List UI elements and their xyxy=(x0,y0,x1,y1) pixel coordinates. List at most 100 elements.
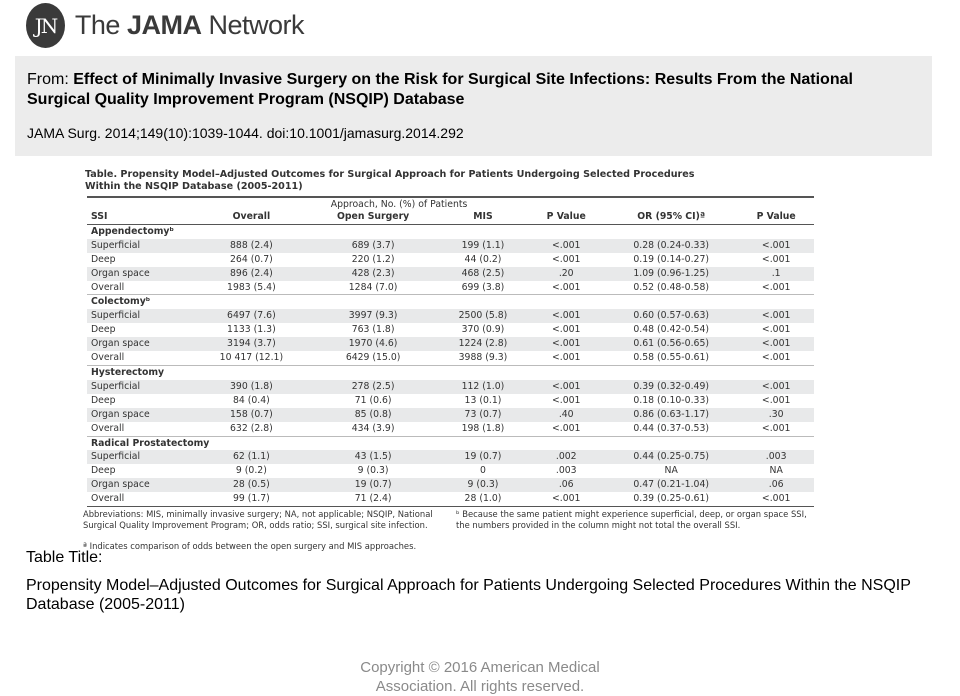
table-cell: 10 417 (12.1) xyxy=(219,352,284,364)
table-cell: Overall xyxy=(87,492,195,508)
article-title: From: Effect of Minimally Invasive Surge… xyxy=(27,70,927,110)
column-header: SSI xyxy=(87,210,195,225)
logo-prefix: The xyxy=(74,10,127,40)
table-cell: .003 xyxy=(555,465,577,477)
table-top-rule xyxy=(87,196,814,198)
table-cell: 199 (1.1) xyxy=(437,238,529,253)
table-cell: 44 (0.2) xyxy=(464,253,502,265)
table-cell: 0.39 (0.32-0.49) xyxy=(604,379,739,394)
table-cell: 0.60 (0.57-0.63) xyxy=(604,309,739,324)
table-cell: <.001 xyxy=(761,253,791,265)
table-cell: 85 (0.8) xyxy=(308,407,438,422)
table-cell: .06 xyxy=(528,478,605,493)
table-cell: 278 (2.5) xyxy=(308,379,438,394)
table-cell: 3194 (3.7) xyxy=(194,337,309,352)
table-cell: <.001 xyxy=(761,352,791,364)
table-cell: <.001 xyxy=(761,281,791,293)
table-cell: 888 (2.4) xyxy=(194,238,309,253)
table-cell: 1224 (2.8) xyxy=(437,337,529,352)
table-row: Overall 10 417 (12.1) 6429 (15.0) 3988 (9.3… xyxy=(87,351,814,365)
table-cell: 0.18 (0.10-0.33) xyxy=(633,394,709,406)
table-cell: Deep xyxy=(91,465,116,477)
table-cell: 3988 (9.3) xyxy=(458,352,508,364)
table-cell: 1284 (7.0) xyxy=(348,281,398,293)
table-cell: 0.61 (0.56-0.65) xyxy=(604,337,739,352)
group-row: Hysterectomy xyxy=(87,364,814,380)
table-cell: 390 (1.8) xyxy=(194,379,309,394)
table-cell: <.001 xyxy=(551,281,581,293)
column-header-row: SSI Overall Open Surgery MIS P Value OR (95% … xyxy=(87,210,814,225)
table-cell: 71 (0.6) xyxy=(354,394,392,406)
table-cell: <.001 xyxy=(761,324,791,336)
group-label: Radical Prostatectomy xyxy=(87,435,814,451)
jn-badge-icon: JN xyxy=(26,3,65,48)
footnote-a: ª Indicates comparison of odds between t… xyxy=(83,541,417,551)
citation-reference: JAMA Surg. 2014;149(10):1039-1044. doi:1… xyxy=(27,125,464,141)
citation-box: From: Effect of Minimally Invasive Surge… xyxy=(15,56,932,156)
table-cell: Deep xyxy=(91,324,116,336)
table-cell: Deep xyxy=(91,253,116,265)
table-cell: Overall xyxy=(91,352,125,364)
table-cell: Superficial xyxy=(87,238,195,253)
table-row: Superficial 888 (2.4) 689 (3.7) 199 (1.1) <.… xyxy=(87,238,814,253)
group-label: Appendectomyᵇ xyxy=(91,225,174,237)
group-label: Hysterectomy xyxy=(87,364,814,380)
table-title-label: Table Title: xyxy=(26,549,103,566)
table-caption: Table. Propensity Model–Adjusted Outcome… xyxy=(85,169,694,193)
table-cell: 0.28 (0.24-0.33) xyxy=(604,238,739,253)
table-cell: 28 (1.0) xyxy=(437,492,529,508)
table-cell: 19 (0.7) xyxy=(308,478,438,493)
copyright-line-2: Association. All rights reserved. xyxy=(375,678,585,695)
table-cell: 428 (2.3) xyxy=(308,266,438,281)
approach-header: Approach, No. (%) of Patients xyxy=(330,199,468,210)
table-figure: Table. Propensity Model–Adjusted Outcome… xyxy=(83,166,816,559)
table-cell: NA xyxy=(769,465,783,477)
table-cell: 158 (0.7) xyxy=(194,407,309,422)
table-cell: <.001 xyxy=(738,238,814,253)
table-cell: Overall xyxy=(91,422,125,434)
column-header: OR (95% CI)ª xyxy=(604,210,739,225)
table-cell: <.001 xyxy=(738,337,814,352)
table-cell: 62 (1.1) xyxy=(194,450,309,465)
table-cell: 1970 (4.6) xyxy=(308,337,438,352)
table-cell: 28 (0.5) xyxy=(194,478,309,493)
table-row: Overall 632 (2.8) 434 (3.9) 198 (1.8) <.001 0… xyxy=(87,422,814,436)
table-cell: 9 (0.3) xyxy=(437,478,529,493)
table-cell: 1983 (5.4) xyxy=(227,281,276,293)
table-cell: 0.47 (0.21-1.04) xyxy=(604,478,739,493)
table-cell: Deep xyxy=(91,394,116,406)
table-cell: 0.58 (0.55-0.61) xyxy=(633,352,709,364)
table-row: Organ space 3194 (3.7) 1970 (4.6) 1224 (2.8… xyxy=(87,337,814,352)
jama-network-logo: JN The JAMA Network xyxy=(26,3,304,48)
table-cell: 71 (2.4) xyxy=(308,492,438,508)
table-cell: .002 xyxy=(528,450,605,465)
table-cell: <.001 xyxy=(551,422,581,434)
table-cell: Superficial xyxy=(87,450,195,465)
table-cell: 434 (3.9) xyxy=(351,422,395,434)
table-cell: .1 xyxy=(738,266,814,281)
table-row: Overall 99 (1.7) 71 (2.4) 28 (1.0) <.001 0.39… xyxy=(87,492,814,508)
table-cell: 0.44 (0.37-0.53) xyxy=(633,422,709,434)
table-cell: Organ space xyxy=(87,337,195,352)
table-row: Organ space 158 (0.7) 85 (0.8) 73 (0.7) .40 0… xyxy=(87,407,814,422)
table-cell: 0.52 (0.48-0.58) xyxy=(633,281,709,293)
table-cell: <.001 xyxy=(551,352,581,364)
table-cell: <.001 xyxy=(528,238,605,253)
title-line-2: Surgical Quality Improvement Program (NS… xyxy=(27,91,465,108)
table-cell: 9 (0.3) xyxy=(357,465,389,477)
table-cell: .20 xyxy=(528,266,605,281)
table-cell: 0.19 (0.14-0.27) xyxy=(633,253,709,265)
group-row: Appendectomyᵇ xyxy=(87,224,814,238)
table-cell: <.001 xyxy=(528,492,605,508)
table-row: Superficial 6497 (7.6) 3997 (9.3) 2500 (5.8… xyxy=(87,309,814,324)
table-caption-line-1: Table. Propensity Model–Adjusted Outcome… xyxy=(85,169,695,180)
copyright-line-1: Copyright © 2016 American Medical xyxy=(360,659,600,676)
table-cell: <.001 xyxy=(528,337,605,352)
table-cell: <.001 xyxy=(551,394,581,406)
table-cell: <.001 xyxy=(738,379,814,394)
table-cell: 763 (1.8) xyxy=(351,324,395,336)
table-cell: <.001 xyxy=(761,394,791,406)
table-cell: 896 (2.4) xyxy=(194,266,309,281)
logo-suffix: Network xyxy=(201,10,304,40)
table-cell: 632 (2.8) xyxy=(230,422,273,434)
